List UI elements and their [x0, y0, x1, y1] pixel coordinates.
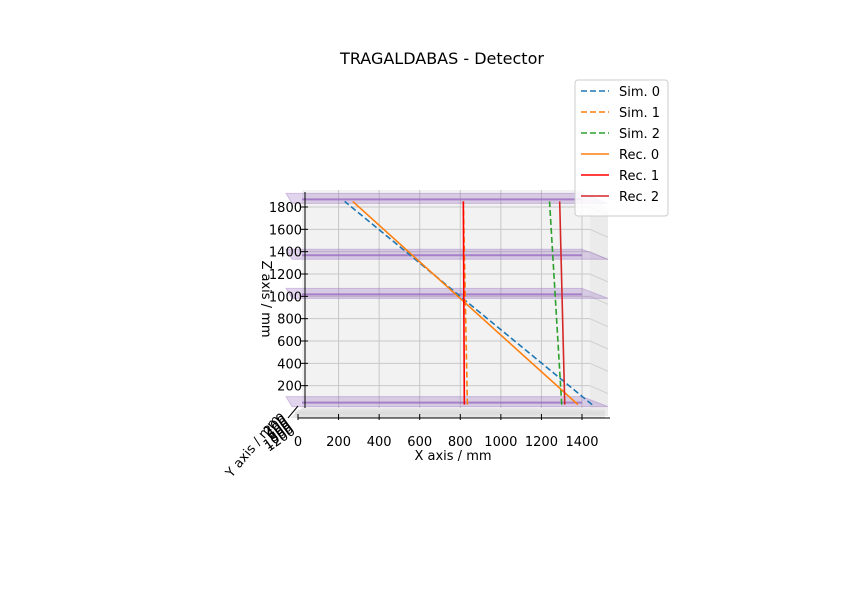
- grid-line-side: [589, 318, 609, 328]
- back-pane: [290, 190, 608, 418]
- x-ticks: 0 200 400 600 800 1000 1200 1400: [294, 414, 599, 450]
- legend-entry: Sim. 1: [619, 106, 660, 121]
- floor-pane: [290, 408, 608, 418]
- grid: [295, 190, 609, 418]
- y-axis-line: [287, 405, 299, 419]
- axes: [287, 192, 610, 419]
- z-tick-label: 1400: [269, 246, 302, 261]
- x-tick-label: 800: [448, 435, 473, 450]
- legend-entry: Rec. 0: [619, 148, 659, 163]
- legend-entry: Rec. 2: [619, 190, 659, 205]
- legend-box: [574, 79, 669, 217]
- z-tick-label: 800: [277, 313, 302, 328]
- series-line: [344, 200, 593, 406]
- back-pane-rect: [302, 190, 590, 408]
- series-line: [548, 201, 563, 405]
- z-tick-label: 1000: [269, 290, 302, 305]
- grid-line-side: [589, 228, 609, 238]
- grid-line-side: [589, 295, 609, 305]
- detector-planes: [285, 192, 609, 408]
- side-pane: [590, 190, 608, 416]
- series-line: [558, 201, 566, 405]
- z-tick-label: 600: [277, 335, 302, 350]
- grid-line-side: [589, 251, 609, 261]
- chart-title: TRAGALDABAS - Detector: [339, 49, 544, 68]
- legend-entry: Sim. 2: [619, 127, 660, 142]
- x-tick-label: 1400: [565, 435, 598, 450]
- z-tick-label: 1600: [269, 223, 302, 238]
- z-tick-label: 1800: [269, 201, 302, 216]
- legend-entry: Rec. 1: [619, 169, 659, 184]
- x-tick-label: 1000: [484, 435, 517, 450]
- z-axis-label: Z axis / mm: [258, 260, 273, 337]
- grid-line-side: [589, 362, 609, 372]
- z-tick-label: 1200: [269, 268, 302, 283]
- z-tick-label: 200: [277, 380, 302, 395]
- grid-line-side: [589, 340, 609, 350]
- x-tick-label: 400: [367, 435, 392, 450]
- x-tick-label: 1200: [525, 435, 558, 450]
- x-axis-label: X axis / mm: [414, 449, 491, 464]
- x-tick-label: 0: [294, 435, 302, 450]
- z-ticks: 200 400 600 800 1000 1200 1400 1600 1800: [269, 201, 308, 395]
- x-tick-label: 600: [407, 435, 432, 450]
- grid-line-side: [589, 385, 609, 395]
- legend: Sim. 0 Sim. 1 Sim. 2 Rec. 0 Rec. 1 Rec. 2: [574, 79, 669, 217]
- series-lines: [344, 200, 593, 406]
- legend-entry: Sim. 0: [619, 85, 660, 100]
- series-line: [352, 200, 579, 406]
- grid-line-side: [589, 273, 609, 283]
- z-tick-label: 400: [277, 357, 302, 372]
- x-tick-label: 200: [326, 435, 351, 450]
- series-line: [462, 201, 466, 405]
